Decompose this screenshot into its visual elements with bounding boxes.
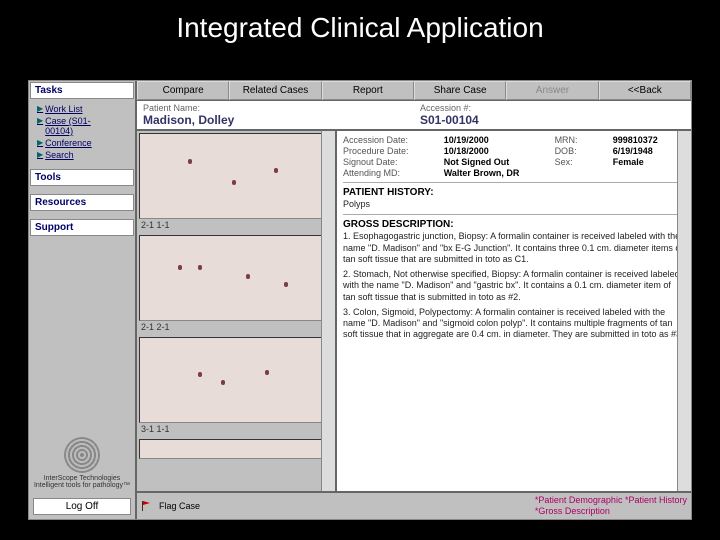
thumbnail-scrollbar[interactable] [321, 131, 335, 491]
accession-value: S01-00104 [420, 113, 685, 127]
thumbnail-label: 2-1 1-1 [139, 219, 333, 231]
sidebar-section-support[interactable]: Support [30, 219, 134, 236]
sidebar-link-label: Conference [45, 138, 92, 148]
meta-label: MRN: [555, 135, 605, 145]
flag-icon[interactable] [141, 500, 153, 512]
main-panel: Compare Related Cases Report Share Case … [137, 81, 691, 519]
thumbnail-label: 3-1 1-1 [139, 423, 333, 435]
slide-title: Integrated Clinical Application [0, 0, 720, 52]
arrow-icon: ▶ [37, 104, 43, 113]
meta-label: Attending MD: [343, 168, 436, 178]
sidebar-link-case[interactable]: ▶ Case (S01- 00104) [37, 116, 131, 136]
thumbnail-list[interactable]: 2-1 1-1 2-1 2-1 [137, 131, 337, 491]
app-window: Tasks ▶ Work List ▶ Case (S01- 00104) ▶ … [28, 80, 692, 520]
sidebar-section-tasks[interactable]: Tasks [30, 82, 134, 99]
sidebar-link-label: Work List [45, 104, 82, 114]
brand-tagline: Intelligent tools for pathology™ [33, 482, 131, 490]
divider [343, 214, 685, 215]
slide-thumbnail[interactable] [139, 133, 333, 219]
sidebar-link-search[interactable]: ▶ Search [37, 150, 131, 160]
logout-button[interactable]: Log Off [33, 498, 131, 515]
brand-block: InterScope Technologies Intelligent tool… [29, 433, 135, 494]
patient-name-label: Patient Name: [143, 103, 408, 113]
meta-value: 999810372 [613, 135, 685, 145]
link-patient-history[interactable]: *Patient History [625, 495, 687, 505]
arrow-icon: ▶ [37, 116, 43, 125]
toolbar: Compare Related Cases Report Share Case … [137, 81, 691, 101]
meta-label: Procedure Date: [343, 146, 436, 156]
gross-description-heading: GROSS DESCRIPTION: [343, 219, 685, 230]
bottom-bar: Flag Case *Patient Demographic *Patient … [137, 491, 691, 519]
case-detail-panel: Accession Date: 10/19/2000 MRN: 99981037… [337, 131, 691, 491]
slide-thumbnail[interactable] [139, 235, 333, 321]
thumbnail-item[interactable]: 2-1 1-1 [139, 133, 333, 231]
gross-description-p3: 3. Colon, Sigmoid, Polypectomy: A formal… [343, 307, 685, 341]
report-button[interactable]: Report [322, 81, 414, 100]
arrow-icon: ▶ [37, 138, 43, 147]
content-row: 2-1 1-1 2-1 2-1 [137, 131, 691, 491]
meta-value: Not Signed Out [444, 157, 547, 167]
meta-label: DOB: [555, 146, 605, 156]
share-case-button[interactable]: Share Case [414, 81, 506, 100]
compare-button[interactable]: Compare [137, 81, 229, 100]
answer-button: Answer [506, 81, 598, 100]
sidebar-link-label: Case (S01- 00104) [45, 116, 91, 136]
link-patient-demographic[interactable]: *Patient Demographic [535, 495, 623, 505]
detail-scrollbar[interactable] [677, 131, 691, 491]
meta-value: 10/18/2000 [444, 146, 547, 156]
meta-value: Walter Brown, DR [444, 168, 547, 178]
sidebar-link-worklist[interactable]: ▶ Work List [37, 104, 131, 114]
sidebar-section-resources[interactable]: Resources [30, 194, 134, 211]
back-button[interactable]: <<Back [599, 81, 691, 100]
sidebar-link-conference[interactable]: ▶ Conference [37, 138, 131, 148]
brand-logo-icon [64, 437, 100, 473]
thumbnail-label: 2-1 2-1 [139, 321, 333, 333]
sidebar: Tasks ▶ Work List ▶ Case (S01- 00104) ▶ … [29, 81, 137, 519]
sidebar-section-tools[interactable]: Tools [30, 169, 134, 186]
meta-value: 10/19/2000 [444, 135, 547, 145]
slide-thumbnail[interactable] [139, 337, 333, 423]
meta-label: Signout Date: [343, 157, 436, 167]
case-metadata: Accession Date: 10/19/2000 MRN: 99981037… [343, 135, 685, 178]
meta-value: Female [613, 157, 685, 167]
meta-label: Accession Date: [343, 135, 436, 145]
task-links: ▶ Work List ▶ Case (S01- 00104) ▶ Confer… [29, 100, 135, 168]
patient-name-value: Madison, Dolley [143, 113, 408, 127]
thumbnail-item[interactable]: 2-1 2-1 [139, 235, 333, 333]
patient-history-heading: PATIENT HISTORY: [343, 187, 685, 198]
slide-thumbnail[interactable] [139, 439, 333, 459]
quick-links: *Patient Demographic *Patient History *G… [535, 495, 687, 517]
gross-description-p1: 1. Esophagogastric junction, Biopsy: A f… [343, 231, 685, 265]
accession-label: Accession #: [420, 103, 685, 113]
related-cases-button[interactable]: Related Cases [229, 81, 321, 100]
thumbnail-item[interactable] [139, 439, 333, 459]
divider [343, 182, 685, 183]
patient-header: Patient Name: Madison, Dolley Accession … [137, 101, 691, 131]
link-gross-description[interactable]: *Gross Description [535, 506, 610, 516]
flag-case-link[interactable]: Flag Case [159, 501, 200, 511]
brand-name: InterScope Technologies [33, 475, 131, 483]
arrow-icon: ▶ [37, 150, 43, 159]
gross-description-p2: 2. Stomach, Not otherwise specified, Bio… [343, 269, 685, 303]
meta-value: 6/19/1948 [613, 146, 685, 156]
sidebar-link-label: Search [45, 150, 74, 160]
patient-history-body: Polyps [343, 199, 685, 210]
meta-label: Sex: [555, 157, 605, 167]
thumbnail-item[interactable]: 3-1 1-1 [139, 337, 333, 435]
